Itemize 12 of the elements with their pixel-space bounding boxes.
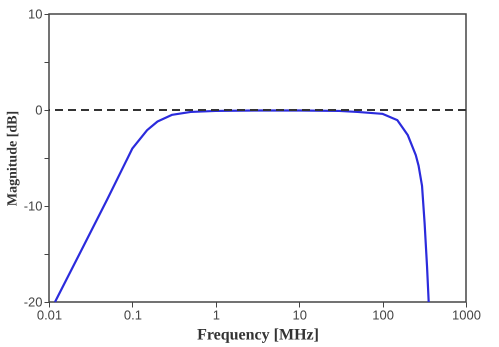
x-tick-label: 100 <box>372 308 394 322</box>
x-tick-label: 1 <box>212 308 220 322</box>
y-axis-title: Magnitude [dB] <box>6 110 21 206</box>
x-tick-label: 1000 <box>452 308 481 322</box>
y-tick-label: 0 <box>35 102 42 118</box>
x-tick-label: 10 <box>292 308 307 322</box>
x-tick-label: 0.01 <box>36 308 62 322</box>
x-axis-title: Frequency [MHz] <box>197 326 319 344</box>
x-tick-label: 0.1 <box>124 308 142 322</box>
y-tick-label: 10 <box>28 6 42 22</box>
y-tick-label: -10 <box>24 198 42 214</box>
y-tick-label: -20 <box>24 294 42 310</box>
